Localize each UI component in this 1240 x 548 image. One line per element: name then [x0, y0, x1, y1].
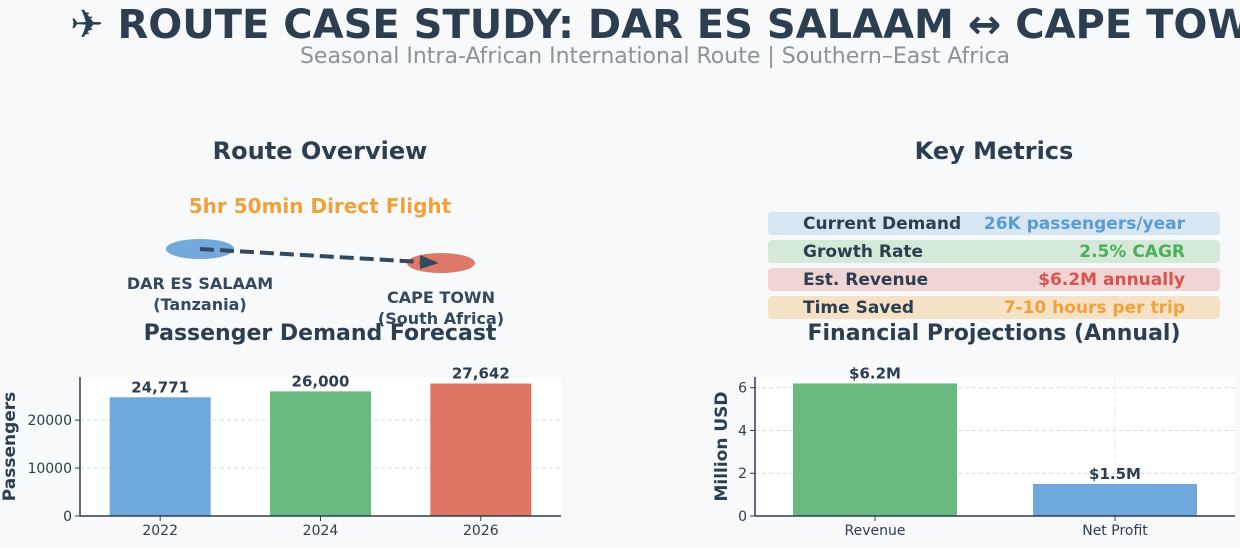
x-tick-label: 2026 [463, 523, 499, 539]
metric-value: 26K passengers/year [983, 214, 1185, 234]
route-arrow [199, 247, 440, 265]
metric-label: Growth Rate [803, 242, 924, 262]
data-label: 24,771 [131, 378, 189, 396]
metric-value: $6.2M annually [1038, 270, 1185, 290]
x-tick-label: 2024 [303, 523, 339, 539]
y-tick-label: 6 [738, 381, 747, 397]
key-metrics-title: Key Metrics [914, 137, 1074, 165]
data-label: 26,000 [292, 372, 350, 390]
destination-city-name: CAPE TOWN [387, 288, 495, 307]
bar-2024 [270, 391, 371, 516]
y-tick-label: 10000 [27, 461, 72, 477]
data-label: $6.2M [849, 364, 901, 382]
financial-projection-chart: 0 2 4 6 $6.2M Revenue $1.5M Net Profit Million U… [712, 364, 1235, 539]
passenger-chart-title: Passenger Demand Forecast [143, 321, 497, 346]
metric-label: Current Demand [803, 214, 962, 234]
page-subtitle: Seasonal Intra-African International Rou… [299, 44, 1011, 69]
x-tick-label: Revenue [845, 523, 906, 539]
origin-country: (Tanzania) [153, 295, 247, 314]
bar-2022 [109, 397, 211, 516]
bar-net-profit [1033, 483, 1197, 516]
page-title: ✈ ROUTE CASE STUDY: DAR ES SALAAM ↔ CAPE… [70, 2, 1240, 48]
route-overview-title: Route Overview [212, 137, 428, 165]
y-tick-label: 4 [738, 423, 747, 439]
y-tick-label: 0 [738, 509, 747, 525]
destination-city-marker [407, 253, 475, 273]
flight-duration-label: 5hr 50min Direct Flight [188, 194, 452, 218]
metric-value: 2.5% CAGR [1079, 242, 1185, 262]
data-label: $1.5M [1089, 465, 1141, 483]
financial-chart-title: Financial Projections (Annual) [807, 321, 1181, 346]
destination-country: (South Africa) [377, 309, 505, 328]
metric-value: 7-10 hours per trip [1003, 298, 1185, 318]
route-map [166, 239, 475, 273]
route-arrow-head [420, 255, 439, 269]
data-label: 27,642 [452, 365, 510, 383]
x-tick-label: 2022 [142, 523, 178, 539]
y-axis-label: Million USD [712, 391, 732, 501]
metric-time-saved: Time Saved 7-10 hours per trip [768, 296, 1220, 319]
passenger-demand-chart: 0 10000 20000 24,771 2022 26,000 2024 27,642 202… [0, 365, 561, 539]
origin-city: DAR ES SALAAM (Tanzania) [100, 273, 300, 315]
destination-city: CAPE TOWN (South Africa) [341, 287, 541, 329]
y-tick-label: 20000 [27, 413, 72, 429]
bar-revenue [793, 383, 957, 516]
bar-2026 [430, 383, 532, 516]
y-axis-label: Passengers [0, 392, 20, 502]
origin-city-name: DAR ES SALAAM [126, 274, 274, 293]
metric-label: Est. Revenue [803, 270, 929, 290]
metric-current-demand: Current Demand 26K passengers/year [768, 212, 1220, 235]
metric-label: Time Saved [803, 298, 915, 318]
y-tick-label: 2 [738, 466, 747, 482]
y-tick-label: 0 [63, 509, 72, 525]
metric-est-revenue: Est. Revenue $6.2M annually [768, 268, 1220, 291]
metric-growth-rate: Growth Rate 2.5% CAGR [768, 240, 1220, 263]
x-tick-label: Net Profit [1082, 523, 1148, 539]
